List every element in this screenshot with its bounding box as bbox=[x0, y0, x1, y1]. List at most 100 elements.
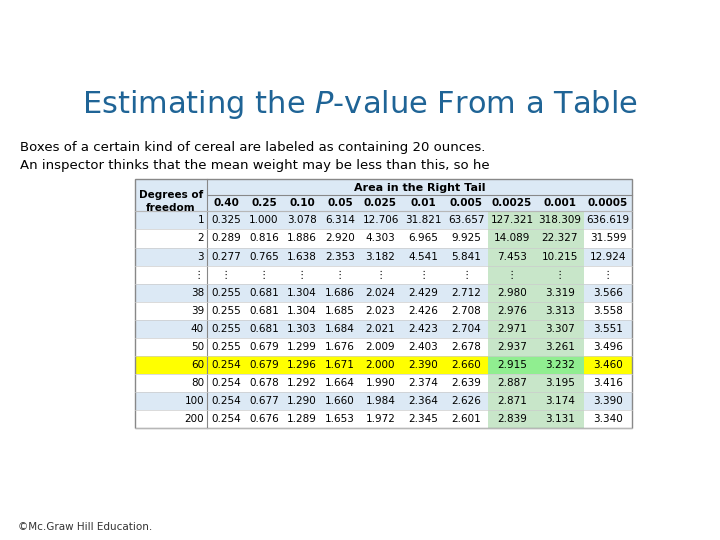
Text: 14.089: 14.089 bbox=[494, 233, 530, 244]
Text: 3.261: 3.261 bbox=[545, 342, 575, 352]
Text: ⋮: ⋮ bbox=[194, 269, 204, 280]
Text: 2.000: 2.000 bbox=[366, 360, 395, 370]
FancyBboxPatch shape bbox=[135, 320, 632, 338]
Text: 2.423: 2.423 bbox=[408, 323, 438, 334]
Text: 12.924: 12.924 bbox=[590, 252, 626, 261]
Text: 1.653: 1.653 bbox=[325, 414, 355, 424]
FancyBboxPatch shape bbox=[488, 410, 536, 428]
FancyBboxPatch shape bbox=[488, 338, 536, 356]
Text: 2.374: 2.374 bbox=[408, 378, 438, 388]
Text: 22.327: 22.327 bbox=[541, 233, 578, 244]
Text: 1.686: 1.686 bbox=[325, 288, 355, 298]
Text: ⋮: ⋮ bbox=[555, 269, 565, 280]
Text: 0.325: 0.325 bbox=[211, 215, 241, 226]
Text: 2.704: 2.704 bbox=[451, 323, 482, 334]
Text: 31.599: 31.599 bbox=[590, 233, 626, 244]
Text: 1.684: 1.684 bbox=[325, 323, 355, 334]
FancyBboxPatch shape bbox=[135, 374, 632, 391]
Text: 3.195: 3.195 bbox=[545, 378, 575, 388]
Text: 0.677: 0.677 bbox=[249, 396, 279, 406]
Text: 2.678: 2.678 bbox=[451, 342, 482, 352]
Text: 1.638: 1.638 bbox=[287, 252, 317, 261]
FancyBboxPatch shape bbox=[488, 212, 536, 230]
Text: Estimating the $P$-value From a Table: Estimating the $P$-value From a Table bbox=[82, 88, 638, 121]
Text: 0.0025: 0.0025 bbox=[492, 198, 532, 208]
Text: 1.886: 1.886 bbox=[287, 233, 317, 244]
Text: 1.664: 1.664 bbox=[325, 378, 355, 388]
Text: ⋮: ⋮ bbox=[507, 269, 517, 280]
Text: 1.304: 1.304 bbox=[287, 306, 317, 315]
Text: 1.660: 1.660 bbox=[325, 396, 355, 406]
Text: 38: 38 bbox=[191, 288, 204, 298]
FancyBboxPatch shape bbox=[488, 230, 536, 247]
FancyBboxPatch shape bbox=[536, 266, 584, 284]
Text: 3.460: 3.460 bbox=[593, 360, 623, 370]
Text: 0.679: 0.679 bbox=[249, 342, 279, 352]
Text: 1.304: 1.304 bbox=[287, 288, 317, 298]
Text: 2.660: 2.660 bbox=[451, 360, 482, 370]
FancyBboxPatch shape bbox=[536, 212, 584, 230]
Text: 0.10: 0.10 bbox=[289, 198, 315, 208]
Text: 3.551: 3.551 bbox=[593, 323, 623, 334]
Text: 1.303: 1.303 bbox=[287, 323, 317, 334]
Text: 3.558: 3.558 bbox=[593, 306, 623, 315]
FancyBboxPatch shape bbox=[536, 302, 584, 320]
Text: 0.254: 0.254 bbox=[211, 378, 241, 388]
Text: 0.816: 0.816 bbox=[249, 233, 279, 244]
Text: 2: 2 bbox=[197, 233, 204, 244]
Text: Boxes of a certain kind of cereal are labeled as containing 20 ounces.
An inspec: Boxes of a certain kind of cereal are la… bbox=[20, 141, 490, 172]
Text: 3.307: 3.307 bbox=[545, 323, 575, 334]
FancyBboxPatch shape bbox=[135, 284, 632, 302]
FancyBboxPatch shape bbox=[488, 284, 536, 302]
Text: 40: 40 bbox=[191, 323, 204, 334]
Text: 0.679: 0.679 bbox=[249, 360, 279, 370]
Text: 3.131: 3.131 bbox=[545, 414, 575, 424]
Text: 2.601: 2.601 bbox=[451, 414, 482, 424]
FancyBboxPatch shape bbox=[135, 338, 632, 356]
Text: 5.841: 5.841 bbox=[451, 252, 482, 261]
FancyBboxPatch shape bbox=[488, 320, 536, 338]
Text: 1.671: 1.671 bbox=[325, 360, 355, 370]
Text: 2.871: 2.871 bbox=[497, 396, 527, 406]
Text: 0.681: 0.681 bbox=[249, 323, 279, 334]
Text: William Navidi: William Navidi bbox=[374, 25, 464, 38]
Text: 1.984: 1.984 bbox=[366, 396, 395, 406]
Text: ⋮: ⋮ bbox=[375, 269, 386, 280]
Text: 2.429: 2.429 bbox=[408, 288, 438, 298]
FancyBboxPatch shape bbox=[135, 212, 632, 230]
Text: 2.639: 2.639 bbox=[451, 378, 482, 388]
Text: 2.626: 2.626 bbox=[451, 396, 482, 406]
Text: 127.321: 127.321 bbox=[490, 215, 534, 226]
Text: 100: 100 bbox=[184, 396, 204, 406]
FancyBboxPatch shape bbox=[536, 356, 584, 374]
Text: 0.676: 0.676 bbox=[249, 414, 279, 424]
Text: 1.296: 1.296 bbox=[287, 360, 317, 370]
Text: 636.619: 636.619 bbox=[586, 215, 629, 226]
Text: ⋮: ⋮ bbox=[335, 269, 345, 280]
Text: 10.215: 10.215 bbox=[542, 252, 578, 261]
Text: 0.765: 0.765 bbox=[249, 252, 279, 261]
Text: 3.416: 3.416 bbox=[593, 378, 623, 388]
Text: 2.403: 2.403 bbox=[409, 342, 438, 352]
Text: 3.496: 3.496 bbox=[593, 342, 623, 352]
Text: 1.289: 1.289 bbox=[287, 414, 317, 424]
Text: 1.290: 1.290 bbox=[287, 396, 317, 406]
Text: 0.254: 0.254 bbox=[211, 360, 241, 370]
Text: 6.314: 6.314 bbox=[325, 215, 355, 226]
Text: 3.078: 3.078 bbox=[287, 215, 317, 226]
Text: 2.353: 2.353 bbox=[325, 252, 355, 261]
Text: 1.972: 1.972 bbox=[366, 414, 395, 424]
FancyBboxPatch shape bbox=[488, 356, 536, 374]
FancyBboxPatch shape bbox=[536, 374, 584, 391]
Text: 2.980: 2.980 bbox=[497, 288, 527, 298]
Text: Elementary: Elementary bbox=[14, 25, 86, 38]
FancyBboxPatch shape bbox=[536, 320, 584, 338]
Text: 3.182: 3.182 bbox=[366, 252, 395, 261]
Text: 2.915: 2.915 bbox=[497, 360, 527, 370]
Text: 2.024: 2.024 bbox=[366, 288, 395, 298]
Text: ⋮: ⋮ bbox=[603, 269, 613, 280]
FancyBboxPatch shape bbox=[488, 374, 536, 391]
Text: 0.254: 0.254 bbox=[211, 414, 241, 424]
Text: 1.000: 1.000 bbox=[249, 215, 279, 226]
Text: 9.925: 9.925 bbox=[451, 233, 482, 244]
